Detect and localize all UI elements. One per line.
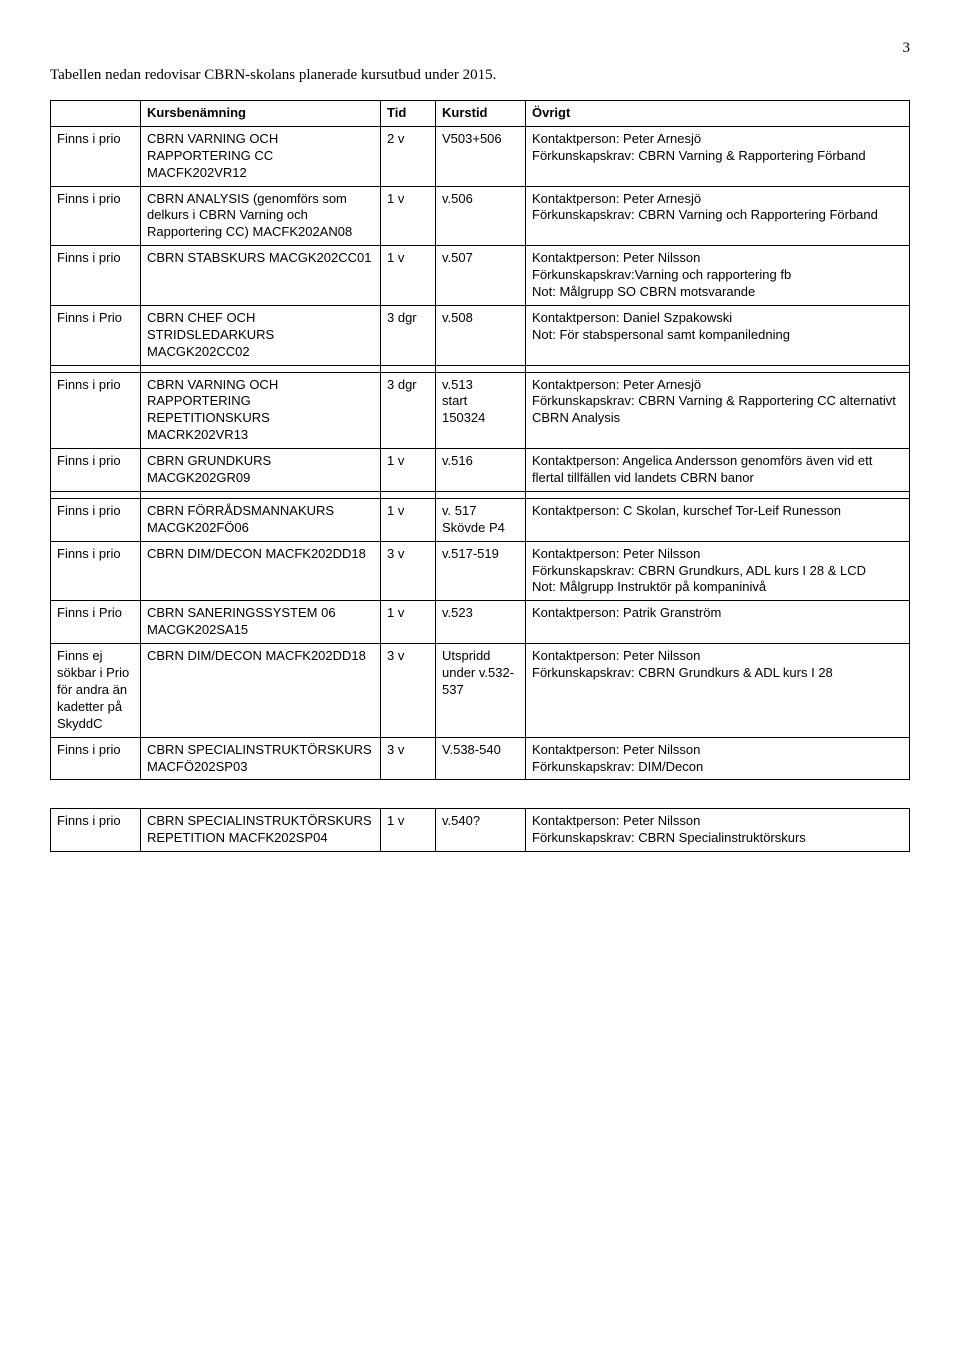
table-cell: V.538-540 <box>436 737 526 780</box>
table-cell: Finns i prio <box>51 372 141 449</box>
table-row: Finns i PrioCBRN CHEF OCH STRIDSLEDARKUR… <box>51 305 910 365</box>
table-cell: v.513start150324 <box>436 372 526 449</box>
table-row: Finns i prioCBRN GRUNDKURS MACGK202GR091… <box>51 449 910 492</box>
table-cell: 1 v <box>381 601 436 644</box>
table-cell: 2 v <box>381 126 436 186</box>
table-row: Finns ej sökbar i Prio för andra än kade… <box>51 644 910 737</box>
header-col1: Kursbenämning <box>141 101 381 127</box>
gap-cell <box>436 365 526 372</box>
table-cell: Finns i prio <box>51 809 141 852</box>
table-cell: 1 v <box>381 186 436 246</box>
header-col2: Tid <box>381 101 436 127</box>
table-row: Finns i prioCBRN FÖRRÅDSMANNAKURS MACGK2… <box>51 498 910 541</box>
table-cell: v.540? <box>436 809 526 852</box>
table-cell: 3 dgr <box>381 305 436 365</box>
gap-cell <box>141 365 381 372</box>
table-row: Finns i prioCBRN SPECIALINSTRUKTÖRSKURS … <box>51 737 910 780</box>
table-cell: Finns i Prio <box>51 305 141 365</box>
table-cell: 3 v <box>381 737 436 780</box>
gap-cell <box>51 365 141 372</box>
table-cell: Finns i prio <box>51 126 141 186</box>
gap-cell <box>51 491 141 498</box>
table-cell: CBRN ANALYSIS (genomförs som delkurs i C… <box>141 186 381 246</box>
table-cell: Finns i Prio <box>51 601 141 644</box>
gap-cell <box>526 365 910 372</box>
intro-text: Tabellen nedan redovisar CBRN-skolans pl… <box>50 67 910 84</box>
header-col0 <box>51 101 141 127</box>
table-cell: Kontaktperson: Daniel SzpakowskiNot: För… <box>526 305 910 365</box>
gap-cell <box>526 491 910 498</box>
header-col4: Övrigt <box>526 101 910 127</box>
table-cell: Finns i prio <box>51 246 141 306</box>
table-cell: Kontaktperson: Patrik Granström <box>526 601 910 644</box>
table-cell: 1 v <box>381 449 436 492</box>
table-row <box>51 491 910 498</box>
table-row: Finns i prioCBRN STABSKURS MACGK202CC011… <box>51 246 910 306</box>
table-cell: CBRN SANERINGSSYSTEM 06 MACGK202SA15 <box>141 601 381 644</box>
table-cell: Kontaktperson: Peter NilssonFörkunskapsk… <box>526 809 910 852</box>
course-table-2: Finns i prioCBRN SPECIALINSTRUKTÖRSKURS … <box>50 808 910 852</box>
table-cell: Finns i prio <box>51 449 141 492</box>
table-row: Finns i PrioCBRN SANERINGSSYSTEM 06 MACG… <box>51 601 910 644</box>
table-cell: 3 v <box>381 644 436 737</box>
table-cell: v.506 <box>436 186 526 246</box>
table-row: Finns i prioCBRN DIM/DECON MACFK202DD183… <box>51 541 910 601</box>
table-cell: Finns i prio <box>51 541 141 601</box>
table-cell: Kontaktperson: Angelica Andersson genomf… <box>526 449 910 492</box>
table-cell: CBRN FÖRRÅDSMANNAKURS MACGK202FÖ06 <box>141 498 381 541</box>
table-cell: v.507 <box>436 246 526 306</box>
table-cell: Kontaktperson: Peter NilssonFörkunskapsk… <box>526 644 910 737</box>
gap-cell <box>381 365 436 372</box>
table-cell: CBRN STABSKURS MACGK202CC01 <box>141 246 381 306</box>
table-row <box>51 365 910 372</box>
table-cell: Kontaktperson: Peter NilssonFörkunskapsk… <box>526 737 910 780</box>
gap-cell <box>436 491 526 498</box>
table-cell: v.516 <box>436 449 526 492</box>
table-cell: v. 517Skövde P4 <box>436 498 526 541</box>
table-cell: CBRN SPECIALINSTRUKTÖRSKURS REPETITION M… <box>141 809 381 852</box>
gap-cell <box>381 491 436 498</box>
table-row: Finns i prioCBRN ANALYSIS (genomförs som… <box>51 186 910 246</box>
table-cell: Kontaktperson: Peter ArnesjöFörkunskapsk… <box>526 126 910 186</box>
table-cell: CBRN VARNING OCH RAPPORTERING CC MACFK20… <box>141 126 381 186</box>
table-cell: CBRN DIM/DECON MACFK202DD18 <box>141 541 381 601</box>
table-cell: Finns i prio <box>51 737 141 780</box>
table-row: Finns i prioCBRN VARNING OCH RAPPORTERIN… <box>51 372 910 449</box>
header-col3: Kurstid <box>436 101 526 127</box>
table-cell: V503+506 <box>436 126 526 186</box>
table-cell: Kontaktperson: Peter ArnesjöFörkunskapsk… <box>526 372 910 449</box>
page-number: 3 <box>50 40 910 57</box>
table-cell: CBRN GRUNDKURS MACGK202GR09 <box>141 449 381 492</box>
table-cell: Kontaktperson: C Skolan, kurschef Tor-Le… <box>526 498 910 541</box>
table-cell: Finns i prio <box>51 498 141 541</box>
table-cell: Finns ej sökbar i Prio för andra än kade… <box>51 644 141 737</box>
gap-cell <box>141 491 381 498</box>
table-cell: CBRN CHEF OCH STRIDSLEDARKURS MACGK202CC… <box>141 305 381 365</box>
table-row: Finns i prioCBRN SPECIALINSTRUKTÖRSKURS … <box>51 809 910 852</box>
table-cell: CBRN VARNING OCH RAPPORTERING REPETITION… <box>141 372 381 449</box>
table-cell: Utspridd under v.532-537 <box>436 644 526 737</box>
table-cell: 1 v <box>381 246 436 306</box>
table-header-row: Kursbenämning Tid Kurstid Övrigt <box>51 101 910 127</box>
table-cell: CBRN SPECIALINSTRUKTÖRSKURS MACFÖ202SP03 <box>141 737 381 780</box>
table-cell: CBRN DIM/DECON MACFK202DD18 <box>141 644 381 737</box>
table-cell: v.523 <box>436 601 526 644</box>
table-cell: 1 v <box>381 809 436 852</box>
table-cell: Kontaktperson: Peter NilssonFörkunskapsk… <box>526 246 910 306</box>
table-cell: Kontaktperson: Peter NilssonFörkunskapsk… <box>526 541 910 601</box>
table-row: Finns i prioCBRN VARNING OCH RAPPORTERIN… <box>51 126 910 186</box>
table-cell: v.517-519 <box>436 541 526 601</box>
course-table: Kursbenämning Tid Kurstid Övrigt Finns i… <box>50 100 910 780</box>
table-cell: 3 v <box>381 541 436 601</box>
table-cell: Finns i prio <box>51 186 141 246</box>
table-cell: 3 dgr <box>381 372 436 449</box>
table-cell: Kontaktperson: Peter ArnesjöFörkunskapsk… <box>526 186 910 246</box>
table-cell: 1 v <box>381 498 436 541</box>
table-cell: v.508 <box>436 305 526 365</box>
